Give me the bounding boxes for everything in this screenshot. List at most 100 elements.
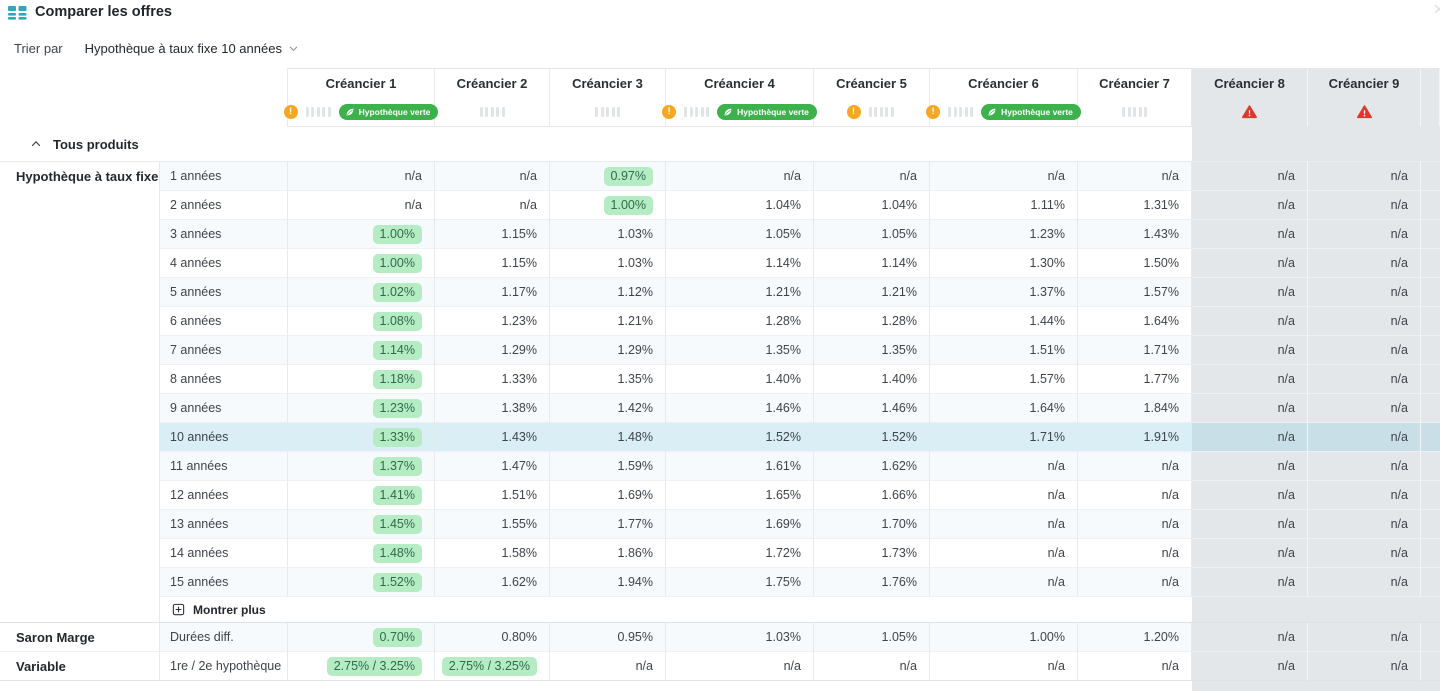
rating-meter-icon [305,106,331,117]
product-group-label-cell [0,249,160,278]
disabled-band [1421,681,1440,691]
rate-cell: 1.47% [435,452,550,481]
rate-row: 2 années n/a n/a 1.00% 1.04% 1.04% 1.11% 1.31% n… [0,191,1440,220]
best-rate-pill: 1.02% [372,282,422,302]
rate-cell: 1.64% [1078,307,1192,336]
bottom-strip [0,681,1440,691]
comparison-table: Créancier 1 Créancier 2 Créancier 3 Créanci… [0,68,1440,691]
rate-cell: n/a [1308,510,1421,539]
alert-triangle-icon[interactable] [1356,104,1373,120]
rate-cell: 1.03% [666,623,814,652]
alert-triangle-icon[interactable] [1241,104,1258,120]
rate-cell: 1.21% [814,278,930,307]
rate-cell: n/a [930,568,1078,597]
corner-partial-icon[interactable] [1433,2,1440,20]
rate-cell: 1.70% [814,510,930,539]
rate-cell: 1.48% [550,423,666,452]
rate-cell: 1.84% [1078,394,1192,423]
warning-icon[interactable]: ! [662,104,677,119]
rate-cell: 1.91% [1078,423,1192,452]
warning-icon[interactable]: ! [283,104,298,119]
rate-cell: 1.11% [930,191,1078,220]
header-spacer [0,68,288,97]
rate-cell: n/a [1308,365,1421,394]
rate-cell: 1.14% [288,336,435,365]
disabled-band [1308,127,1421,161]
rate-cell: 1.66% [814,481,930,510]
rate-cell: n/a [930,510,1078,539]
disabled-band [1421,127,1440,161]
rate-cell-partial [1421,539,1440,568]
rate-cell: 1.52% [666,423,814,452]
rate-cell: n/a [1192,220,1308,249]
rate-cell: 1.77% [1078,365,1192,394]
rate-row: 11 années 1.37% 1.47% 1.59% 1.61% 1.62% n/a n/a… [0,452,1440,481]
term-cell: 5 années [160,278,288,307]
rate-cell: n/a [666,652,814,681]
rating-meter-icon [948,106,974,117]
green-badge-label: Hypothèque verte [737,106,809,117]
creditor-badges-7 [1078,97,1192,127]
badge-partial [1421,97,1440,127]
product-group-label-cell [0,423,160,452]
term-cell: 11 années [160,452,288,481]
best-rate-pill: 2.75% / 3.25% [441,656,537,676]
rate-cell: 1.35% [814,336,930,365]
rate-cell: 1.35% [550,365,666,394]
warning-icon[interactable]: ! [846,104,861,119]
rate-row: 12 années 1.41% 1.51% 1.69% 1.65% 1.66% n/a n/a… [0,481,1440,510]
rate-cell: 1.28% [814,307,930,336]
rate-cell: 1.37% [288,452,435,481]
creditor-badges-2 [435,97,550,127]
rate-cell: n/a [1192,568,1308,597]
rate-cell: n/a [1078,162,1192,191]
rate-cell: 1.65% [666,481,814,510]
bottom-strip-white [0,681,1192,691]
rate-cell-partial [1421,278,1440,307]
rate-cell: n/a [1192,336,1308,365]
best-rate-pill: 1.48% [372,543,422,563]
rate-cell: n/a [1308,652,1421,681]
rating-meter-icon [595,106,620,117]
column-header-partial [1421,68,1440,97]
tous-produits-toggle[interactable]: Tous produits [0,127,1192,161]
title-bar: Comparer les offres [0,0,1440,30]
rate-cell: n/a [1192,652,1308,681]
rate-cell: n/a [1192,539,1308,568]
rate-cell: n/a [930,452,1078,481]
sort-bar: Trier par Hypothèque à taux fixe 10 anné… [0,38,299,58]
rate-row: Hypothèque à taux fixe 1 années n/a n/a 0.97… [0,162,1440,191]
show-more-row: Montrer plus [0,597,1440,623]
best-rate-pill: 1.41% [372,485,422,505]
warning-icon[interactable]: ! [926,104,941,119]
rate-cell: n/a [1078,481,1192,510]
creditor-badges-3 [550,97,666,127]
sort-by-dropdown[interactable]: Hypothèque à taux fixe 10 années [85,41,299,56]
rate-cell: 1.23% [930,220,1078,249]
best-rate-pill: 0.70% [372,627,422,647]
rate-row: 10 années 1.33% 1.43% 1.48% 1.52% 1.52% 1.71% 1… [0,423,1440,452]
rate-cell: 1.48% [288,539,435,568]
rate-cell: 1.18% [288,365,435,394]
term-cell: 10 années [160,423,288,452]
product-row: Saron Marge Durées diff. 0.70% 0.80% 0.95% 1.… [0,623,1440,652]
term-cell: 9 années [160,394,288,423]
rate-cell: 1.73% [814,539,930,568]
leaf-icon [988,108,996,115]
rate-cell-partial [1421,652,1440,681]
rate-cell: 1.52% [814,423,930,452]
rate-cell: 1.42% [550,394,666,423]
term-cell: 4 années [160,249,288,278]
rate-cell-partial [1421,365,1440,394]
compare-icon [8,5,27,26]
rate-cell: 1.41% [288,481,435,510]
hypotheque-verte-badge: Hypothèque verte [717,103,817,120]
rate-cell: n/a [1308,539,1421,568]
rate-cell: 1.17% [435,278,550,307]
rate-cell: n/a [930,481,1078,510]
show-more-button[interactable]: Montrer plus [160,597,1192,622]
rate-cell: n/a [930,162,1078,191]
chevron-down-icon [289,46,298,51]
rate-cell: 1.15% [435,220,550,249]
